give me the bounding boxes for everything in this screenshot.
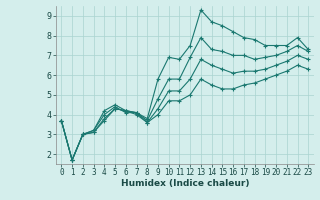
X-axis label: Humidex (Indice chaleur): Humidex (Indice chaleur) xyxy=(121,179,249,188)
